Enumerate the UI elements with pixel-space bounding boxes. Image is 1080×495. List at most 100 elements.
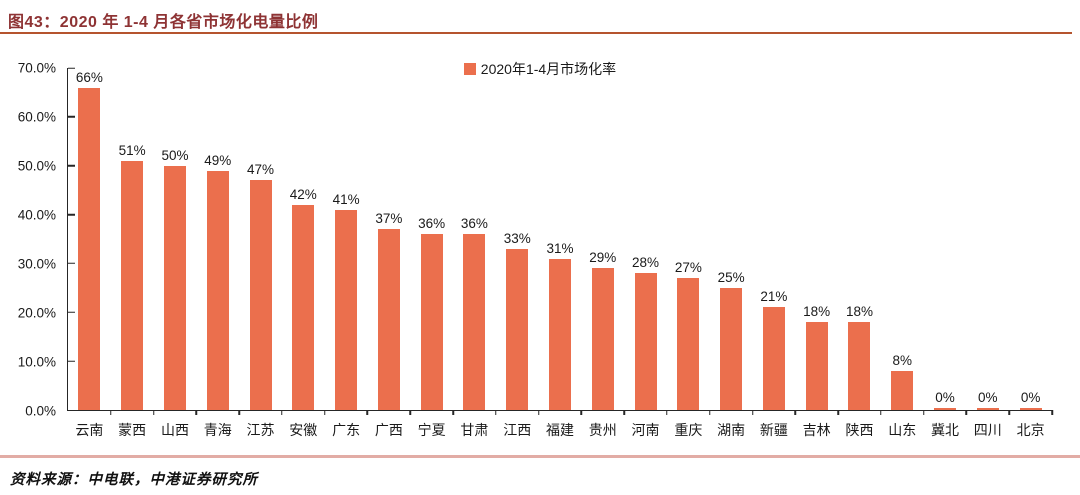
x-category-label: 北京 xyxy=(1016,423,1045,439)
legend-swatch-icon xyxy=(463,63,476,75)
bar xyxy=(677,278,700,410)
bar xyxy=(891,370,914,410)
bar xyxy=(206,170,229,410)
bar-slot: 42% 安徽 xyxy=(282,68,325,439)
bar xyxy=(591,268,614,410)
bar-value-label: 49% xyxy=(204,152,232,168)
x-tick-mark xyxy=(708,410,711,415)
y-tick-mark xyxy=(68,360,75,362)
x-tick-mark xyxy=(366,410,369,415)
bar-value-label: 31% xyxy=(546,240,574,256)
bar xyxy=(805,322,828,410)
bar-slot: 29% 贵州 xyxy=(581,68,624,439)
x-category-label: 安徽 xyxy=(289,423,318,439)
bar-slot: 21% 新疆 xyxy=(753,68,796,439)
bar-value-label: 0% xyxy=(935,390,955,405)
bar xyxy=(78,87,101,410)
bar-slot: 25% 湖南 xyxy=(710,68,753,439)
x-tick-mark xyxy=(922,410,925,415)
chart-legend: 2020年1-4月市场化率 xyxy=(0,59,1080,79)
x-category-label: 冀北 xyxy=(931,423,960,439)
bar xyxy=(420,234,443,410)
x-tick-mark xyxy=(666,410,668,415)
y-tick-mark xyxy=(68,116,75,118)
y-tick-label: 30.0% xyxy=(17,256,56,272)
bar xyxy=(506,248,529,410)
bar xyxy=(976,408,999,410)
x-tick-mark xyxy=(794,410,797,415)
y-tick-mark xyxy=(68,67,75,69)
x-category-label: 蒙西 xyxy=(118,423,147,439)
bar-slot: 27% 重庆 xyxy=(667,68,710,439)
x-tick-mark xyxy=(1008,410,1010,415)
bar-slot: 47% 江苏 xyxy=(239,68,282,439)
x-category-label: 福建 xyxy=(545,423,574,439)
x-category-label: 重庆 xyxy=(674,423,703,439)
bar-value-label: 41% xyxy=(332,191,360,207)
x-category-label: 甘肃 xyxy=(460,423,489,439)
bar-slot: 0% 冀北 xyxy=(924,68,967,439)
bar xyxy=(762,307,785,410)
bar-slot: 37% 广西 xyxy=(367,68,410,439)
bar xyxy=(249,180,272,410)
y-tick-mark xyxy=(68,262,75,265)
x-tick-mark xyxy=(195,410,198,415)
x-tick-mark xyxy=(965,410,968,415)
bar xyxy=(463,234,486,410)
x-tick-mark xyxy=(495,410,497,415)
bar xyxy=(292,204,315,410)
x-tick-mark xyxy=(152,410,155,415)
bar-value-label: 0% xyxy=(978,390,998,405)
chart-title: 图43：2020 年 1-4 月各省市场化电量比例 xyxy=(8,14,319,31)
x-tick-mark xyxy=(837,410,839,415)
bar-slot: 28% 河南 xyxy=(624,68,667,439)
bar-slot: 0% 四川 xyxy=(966,68,1009,439)
x-category-label: 吉林 xyxy=(802,423,831,439)
bar-value-label: 66% xyxy=(75,69,103,85)
bar-value-label: 25% xyxy=(717,269,745,285)
x-tick-mark xyxy=(281,410,283,415)
y-tick-label: 50.0% xyxy=(17,158,56,174)
x-tick-mark xyxy=(238,410,240,415)
bar-value-label: 21% xyxy=(760,289,788,305)
bar-value-label: 51% xyxy=(118,142,146,158)
y-tick-label: 10.0% xyxy=(17,354,56,370)
bar-slot: 49% 青海 xyxy=(196,68,239,439)
x-category-label: 江西 xyxy=(503,423,532,439)
x-category-label: 广西 xyxy=(374,423,403,439)
bar-slot: 50% 山西 xyxy=(154,68,197,439)
bar xyxy=(121,160,144,410)
bar-slot: 33% 江西 xyxy=(496,68,539,439)
bar xyxy=(548,258,571,410)
bar-value-label: 18% xyxy=(803,304,831,320)
bar-value-label: 28% xyxy=(632,255,660,271)
bar-slot: 18% 陕西 xyxy=(838,68,881,439)
bar-slot: 36% 甘肃 xyxy=(453,68,496,439)
x-category-label: 广东 xyxy=(332,423,361,439)
bar-value-label: 29% xyxy=(589,250,617,266)
bar-value-label: 36% xyxy=(418,216,446,232)
bar xyxy=(934,408,957,410)
y-tick-label: 40.0% xyxy=(17,207,56,223)
y-tick-label: 60.0% xyxy=(17,109,56,125)
bar-slot: 31% 福建 xyxy=(539,68,582,439)
x-tick-mark xyxy=(1051,410,1053,415)
y-axis-labels: 0.0% 10.0% 20.0% 30.0% 40.0% 50.0% 60.0% 70.0% xyxy=(0,61,60,419)
x-category-label: 陕西 xyxy=(845,423,874,439)
bar-value-label: 8% xyxy=(892,352,912,368)
y-tick-mark xyxy=(68,213,75,216)
bar-slot: 8% 山东 xyxy=(881,68,924,439)
x-tick-mark xyxy=(880,410,882,415)
bar-slot: 66% 云南 xyxy=(68,68,111,439)
footer-rule xyxy=(0,455,1080,458)
source-note: 资料来源：中电联，中港证券研究所 xyxy=(10,471,258,488)
x-category-label: 湖南 xyxy=(717,423,746,439)
x-tick-mark xyxy=(409,410,411,415)
x-category-label: 新疆 xyxy=(759,423,788,439)
y-tick-label: 0.0% xyxy=(25,403,56,419)
bar xyxy=(163,165,186,410)
bar-value-label: 50% xyxy=(161,147,189,163)
bar-slots: 66% 云南 51% 蒙西 50% 山西 49% 青海 47% 江苏 42% 安徽 41% 广东 37% 广西… xyxy=(68,68,1052,439)
x-category-label: 四川 xyxy=(973,423,1002,439)
